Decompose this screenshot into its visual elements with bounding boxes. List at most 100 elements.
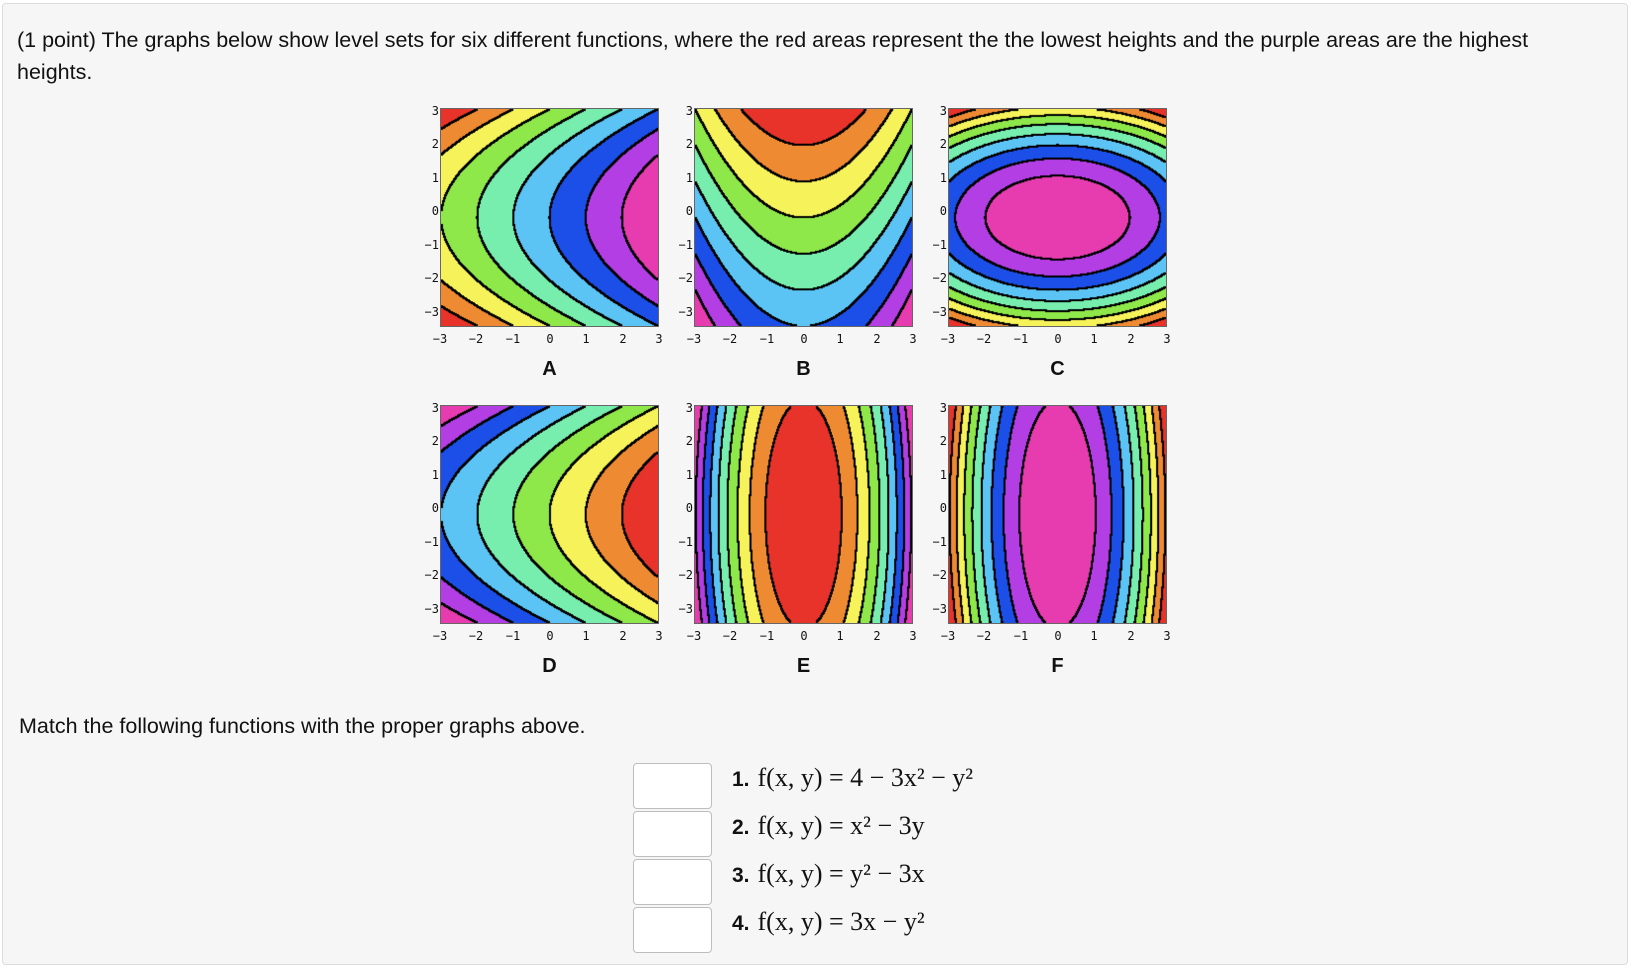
match-instructions: Match the following functions with the p… — [19, 714, 586, 738]
y-tick: −2 — [424, 271, 439, 285]
y-tick: 1 — [685, 468, 693, 482]
plot-label: F — [1051, 655, 1064, 677]
x-tick: 1 — [582, 332, 590, 346]
contour-plot-f: 3 2 1 0 −1 −2 −3 −3 −2 −1 0 1 2 3 F — [918, 401, 1171, 677]
function-number: 4. — [732, 912, 750, 935]
y-tick: 3 — [685, 401, 693, 415]
plot-label: B — [796, 358, 811, 380]
problem-panel: (1 point) The graphs below show level se… — [2, 3, 1628, 965]
x-tick: 1 — [1090, 629, 1098, 643]
y-tick: 3 — [939, 104, 947, 118]
y-tick: 0 — [685, 204, 693, 218]
x-tick: 2 — [619, 629, 627, 643]
y-tick: 3 — [431, 104, 439, 118]
x-tick: 1 — [582, 629, 590, 643]
contour-plot-e: 3 2 1 0 −1 −2 −3 −3 −2 −1 0 1 2 3 E — [664, 401, 917, 677]
x-tick: 1 — [1090, 332, 1098, 346]
x-tick: 2 — [619, 332, 627, 346]
x-tick: −1 — [759, 332, 775, 346]
function-number: 3. — [732, 864, 750, 887]
y-tick: −1 — [424, 238, 439, 252]
x-tick: −3 — [686, 332, 702, 346]
y-tick: −2 — [932, 271, 947, 285]
y-tick: −3 — [424, 305, 439, 319]
function-number: 1. — [732, 768, 750, 791]
x-tick: 3 — [1163, 629, 1171, 643]
function-item-1: 1. f(x, y) = 4 − 3x² − y² — [732, 755, 973, 801]
x-tick: 2 — [1127, 332, 1135, 346]
answer-input-2[interactable] — [633, 811, 712, 857]
y-tick: −2 — [678, 271, 693, 285]
y-tick: 1 — [431, 171, 439, 185]
y-tick: −3 — [678, 305, 693, 319]
contour-canvas-f — [948, 405, 1167, 624]
x-tick: −2 — [976, 332, 992, 346]
answer-input-4[interactable] — [633, 907, 712, 953]
y-tick: 3 — [685, 104, 693, 118]
y-tick: 1 — [939, 468, 947, 482]
contour-canvas-a — [440, 108, 659, 327]
x-tick: −1 — [505, 629, 521, 643]
plot-label: E — [796, 655, 811, 677]
x-tick: 3 — [655, 629, 663, 643]
function-formula: f(x, y) = y² − 3x — [757, 859, 925, 888]
contour-plot-b: 3 2 1 0 −1 −2 −3 −3 −2 −1 0 1 2 3 B — [664, 104, 917, 380]
y-tick: 2 — [939, 434, 947, 448]
x-tick: −3 — [432, 332, 448, 346]
y-tick: 2 — [685, 137, 693, 151]
problem-statement: (1 point) The graphs below show level se… — [17, 28, 1529, 84]
x-tick: 2 — [873, 332, 881, 346]
function-item-2: 2. f(x, y) = x² − 3y — [732, 803, 925, 849]
y-tick: 1 — [939, 171, 947, 185]
y-tick: −2 — [678, 568, 693, 582]
y-tick: −3 — [932, 305, 947, 319]
contour-plot-c: 3 2 1 0 −1 −2 −3 −3 −2 −1 0 1 2 3 C — [918, 104, 1171, 380]
x-tick: −3 — [940, 332, 956, 346]
y-tick: 2 — [939, 137, 947, 151]
x-tick: 3 — [909, 629, 917, 643]
x-tick: 0 — [800, 629, 808, 643]
x-tick: −1 — [505, 332, 521, 346]
y-tick: 2 — [685, 434, 693, 448]
contour-canvas-e — [694, 405, 913, 624]
y-tick: 0 — [939, 501, 947, 515]
x-tick: 0 — [1054, 629, 1062, 643]
y-tick: 0 — [685, 501, 693, 515]
contour-canvas-b — [694, 108, 913, 327]
contour-plot-a: 3 2 1 0 −1 −2 −3 −3 −2 −1 0 1 2 3 A — [410, 104, 663, 380]
function-item-3: 3. f(x, y) = y² − 3x — [732, 851, 925, 897]
x-tick: −3 — [686, 629, 702, 643]
x-tick: −3 — [432, 629, 448, 643]
y-tick: −2 — [932, 568, 947, 582]
function-item-4: 4. f(x, y) = 3x − y² — [732, 899, 925, 945]
x-tick: 3 — [655, 332, 663, 346]
y-tick: −1 — [678, 238, 693, 252]
x-tick: 0 — [1054, 332, 1062, 346]
answer-input-3[interactable] — [633, 859, 712, 905]
x-tick: −1 — [1013, 332, 1029, 346]
y-tick: 1 — [431, 468, 439, 482]
y-tick: 3 — [939, 401, 947, 415]
contour-plot-d: 3 2 1 0 −1 −2 −3 −3 −2 −1 0 1 2 3 D — [410, 401, 663, 677]
function-number: 2. — [732, 816, 750, 839]
y-tick: 0 — [431, 501, 439, 515]
plot-label: A — [542, 358, 557, 380]
y-tick: −2 — [424, 568, 439, 582]
x-tick: −2 — [468, 629, 484, 643]
contour-canvas-c — [948, 108, 1167, 327]
y-tick: 3 — [431, 401, 439, 415]
x-tick: −3 — [940, 629, 956, 643]
y-tick: 1 — [685, 171, 693, 185]
x-tick: 1 — [836, 332, 844, 346]
plot-label: D — [542, 655, 557, 677]
function-formula: f(x, y) = x² − 3y — [757, 811, 925, 840]
x-tick: 0 — [800, 332, 808, 346]
x-tick: −2 — [468, 332, 484, 346]
x-tick: −2 — [722, 629, 738, 643]
y-tick: 0 — [431, 204, 439, 218]
y-tick: −1 — [932, 535, 947, 549]
x-tick: 3 — [1163, 332, 1171, 346]
answer-input-1[interactable] — [633, 763, 712, 809]
x-tick: −2 — [976, 629, 992, 643]
x-tick: −1 — [1013, 629, 1029, 643]
